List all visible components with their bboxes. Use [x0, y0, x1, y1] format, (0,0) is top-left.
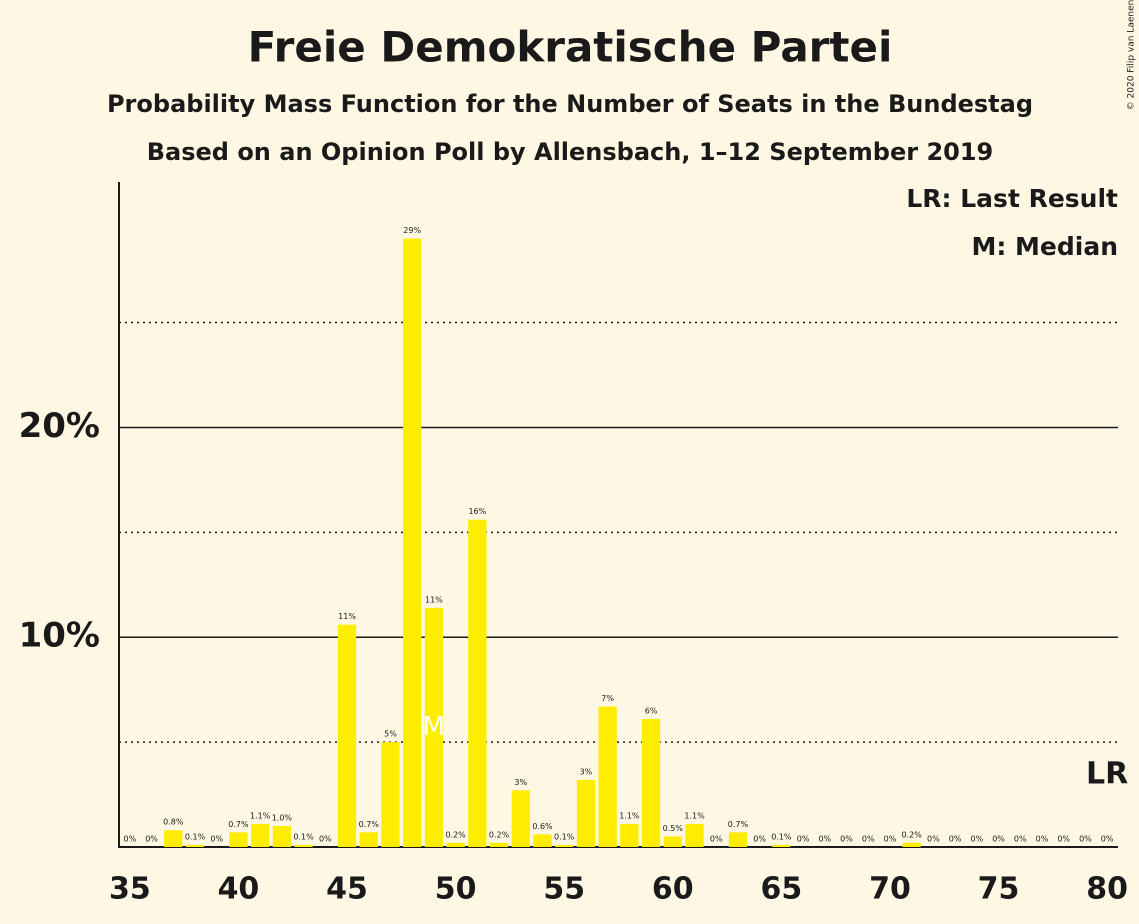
- value-label: 0%: [145, 835, 158, 844]
- x-tick-label: 35: [109, 872, 151, 907]
- median-marker: M: [423, 712, 445, 742]
- x-tick-label: 45: [326, 872, 368, 907]
- bar: [185, 844, 205, 847]
- bar: [381, 742, 400, 847]
- bar: [164, 830, 183, 847]
- value-label: 0.6%: [532, 822, 553, 831]
- value-label: 0.2%: [902, 830, 923, 839]
- copyright: © 2020 Filip van Laenen: [1127, 0, 1137, 110]
- value-label: 0.1%: [185, 832, 206, 841]
- value-label: 0%: [884, 835, 897, 844]
- bar: [598, 706, 617, 847]
- value-label: 0%: [840, 835, 853, 844]
- value-label: 0%: [927, 835, 940, 844]
- bar: [576, 779, 596, 847]
- value-label: 0.1%: [771, 832, 792, 841]
- last-result-marker: LR: [1086, 757, 1128, 792]
- x-tick-label: 75: [978, 872, 1020, 907]
- value-label: 1.0%: [272, 814, 293, 823]
- bar: [446, 842, 465, 847]
- x-tick-label: 40: [218, 872, 260, 907]
- value-label: 1.1%: [684, 811, 705, 820]
- bar: [359, 832, 378, 847]
- bar: [337, 624, 357, 847]
- y-tick-label: 10%: [19, 616, 100, 656]
- x-tick-label: 55: [543, 872, 585, 907]
- value-label: 0%: [797, 835, 810, 844]
- value-label: 0%: [1079, 835, 1092, 844]
- bar: [663, 836, 682, 847]
- value-label: 0.1%: [293, 832, 314, 841]
- value-label: 0.2%: [489, 830, 510, 839]
- value-label: 0%: [818, 835, 831, 844]
- value-label: 16%: [468, 507, 486, 516]
- value-label: 0%: [124, 835, 137, 844]
- value-label: 0.7%: [728, 820, 749, 829]
- value-label: 0%: [970, 835, 983, 844]
- bar: [403, 238, 422, 847]
- value-label: 1.1%: [250, 811, 271, 820]
- x-tick-label: 70: [869, 872, 911, 907]
- bar: [251, 823, 270, 847]
- bar: [641, 719, 661, 847]
- bar: [294, 844, 313, 847]
- value-label: 0%: [862, 835, 875, 844]
- value-label: 0.7%: [359, 820, 380, 829]
- value-label: 0%: [949, 835, 962, 844]
- y-tick-label: 20%: [19, 406, 100, 446]
- value-label: 0%: [1014, 835, 1027, 844]
- value-label: 6%: [645, 707, 658, 716]
- bar: [468, 519, 487, 847]
- x-tick-label: 80: [1086, 872, 1128, 907]
- x-tick-label: 65: [761, 872, 803, 907]
- bar: [489, 842, 509, 847]
- bar: [424, 607, 444, 847]
- bar: [272, 826, 292, 847]
- bar: [533, 834, 552, 847]
- bar: [229, 832, 248, 847]
- value-label: 0.8%: [163, 818, 184, 827]
- legend-entry: M: Median: [971, 232, 1118, 261]
- value-label: 11%: [425, 595, 443, 604]
- bar: [620, 823, 639, 847]
- value-label: 0%: [1057, 835, 1070, 844]
- bar: [902, 842, 921, 847]
- chart-subtitle: Probability Mass Function for the Number…: [107, 90, 1033, 118]
- x-tick-label: 60: [652, 872, 694, 907]
- bar: [511, 790, 530, 847]
- bar: [728, 832, 748, 847]
- bar: [685, 823, 704, 847]
- value-label: 0.5%: [663, 824, 684, 833]
- value-label: 0.2%: [445, 830, 466, 839]
- chart-title: Freie Demokratische Partei: [248, 23, 893, 72]
- value-label: 0.1%: [554, 832, 575, 841]
- value-label: 0%: [753, 835, 766, 844]
- value-label: 0%: [1101, 835, 1114, 844]
- chart-source: Based on an Opinion Poll by Allensbach, …: [147, 138, 994, 166]
- bar: [772, 844, 791, 847]
- value-label: 0%: [210, 835, 223, 844]
- value-label: 0%: [1036, 835, 1049, 844]
- value-label: 3%: [580, 767, 593, 776]
- value-label: 0%: [319, 835, 332, 844]
- value-label: 11%: [338, 612, 356, 621]
- legend-entry: LR: Last Result: [906, 184, 1118, 213]
- value-label: 29%: [403, 226, 421, 235]
- value-label: 0.7%: [228, 820, 249, 829]
- value-label: 3%: [514, 778, 527, 787]
- value-label: 5%: [384, 730, 397, 739]
- value-label: 0%: [992, 835, 1005, 844]
- value-label: 0%: [710, 835, 723, 844]
- value-label: 7%: [601, 694, 614, 703]
- x-tick-label: 50: [435, 872, 477, 907]
- bar: [555, 844, 574, 847]
- value-label: 1.1%: [619, 811, 640, 820]
